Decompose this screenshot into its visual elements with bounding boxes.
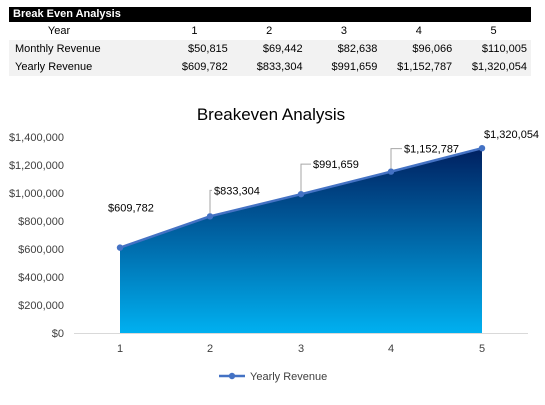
chart-svg: Breakeven Analysis $0 $200,000 $400,000 $60… xyxy=(9,105,539,383)
x-tick-label: 5 xyxy=(479,343,485,355)
x-tick-label: 4 xyxy=(388,343,394,355)
year-header-row: Year 1 2 3 4 5 xyxy=(9,22,531,40)
data-point[interactable] xyxy=(478,144,486,152)
y-tick-label: $1,200,000 xyxy=(9,160,64,172)
x-tick-label: 3 xyxy=(298,343,304,355)
y-tick-label: $1,400,000 xyxy=(9,132,64,144)
header-spacer xyxy=(109,22,157,40)
break-even-table: Break Even Analysis Year 1 2 3 4 5 Month… xyxy=(9,7,531,76)
year-cell[interactable]: 4 xyxy=(415,25,422,37)
data-point[interactable] xyxy=(297,190,305,198)
y-tick-label: $800,000 xyxy=(18,216,64,228)
y-tick-label: $400,000 xyxy=(18,272,64,284)
value-cell[interactable]: $609,782 xyxy=(181,61,228,73)
legend-marker-icon xyxy=(228,372,236,380)
value-cell[interactable]: $69,442 xyxy=(262,43,303,55)
x-axis: 1 2 3 4 5 xyxy=(74,333,528,355)
legend-label: Yearly Revenue xyxy=(250,371,327,383)
x-tick-label: 1 xyxy=(117,343,123,355)
row-label[interactable]: Yearly Revenue xyxy=(15,61,93,73)
year-cell[interactable]: 1 xyxy=(191,25,198,37)
area-fill xyxy=(120,148,482,333)
breakeven-chart[interactable]: Breakeven Analysis $0 $200,000 $400,000 $60… xyxy=(0,90,545,400)
value-cell[interactable]: $1,152,787 xyxy=(397,61,453,73)
leader-line xyxy=(209,189,212,214)
y-tick-label: $0 xyxy=(52,328,64,340)
leader-line xyxy=(390,148,402,169)
year-cell[interactable]: 5 xyxy=(490,25,497,37)
value-cell[interactable]: $110,005 xyxy=(481,43,527,55)
data-label: $609,782 xyxy=(108,203,154,215)
year-cell[interactable]: 2 xyxy=(266,25,273,37)
data-labels: $609,782 $833,304 $991,659 $1,152,787 $1,320… xyxy=(108,129,539,214)
chart-title: Breakeven Analysis xyxy=(197,105,345,124)
value-cell[interactable]: $1,320,054 xyxy=(471,61,527,73)
table-row-monthly-revenue: Monthly Revenue $50,815 $69,442 $82,638 … xyxy=(9,40,531,58)
data-label: $1,152,787 xyxy=(404,144,459,156)
leader-line xyxy=(300,163,311,192)
series-yearly-revenue[interactable] xyxy=(116,144,486,333)
x-tick-label: 2 xyxy=(207,343,213,355)
y-axis: $0 $200,000 $400,000 $600,000 $800,000 $1,000… xyxy=(9,132,64,340)
data-label: $991,659 xyxy=(313,159,359,171)
data-point[interactable] xyxy=(206,213,214,220)
data-label: $1,320,054 xyxy=(484,129,539,141)
y-tick-label: $1,000,000 xyxy=(9,188,64,200)
data-label: $833,304 xyxy=(214,185,260,197)
table-row-yearly-revenue: Yearly Revenue $609,782 $833,304 $991,65… xyxy=(9,58,531,76)
value-cell[interactable]: $82,638 xyxy=(337,43,378,55)
y-tick-label: $200,000 xyxy=(18,300,64,312)
year-header-label[interactable]: Year xyxy=(47,25,71,37)
value-cell[interactable]: $96,066 xyxy=(412,43,453,55)
y-tick-label: $600,000 xyxy=(18,244,64,256)
value-cell[interactable]: $991,659 xyxy=(331,61,378,73)
value-cell[interactable]: $833,304 xyxy=(256,61,303,73)
data-point[interactable] xyxy=(116,244,124,251)
row-label[interactable]: Monthly Revenue xyxy=(15,43,101,55)
table-title: Break Even Analysis xyxy=(9,7,531,22)
value-cell[interactable]: $50,815 xyxy=(188,43,228,55)
data-point[interactable] xyxy=(387,168,395,175)
year-cell[interactable]: 3 xyxy=(340,25,348,37)
legend[interactable]: Yearly Revenue xyxy=(219,371,327,383)
